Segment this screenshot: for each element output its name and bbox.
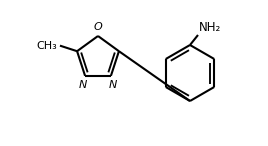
Text: N: N — [109, 80, 117, 90]
Text: O: O — [94, 22, 102, 32]
Text: NH₂: NH₂ — [199, 21, 221, 34]
Text: CH₃: CH₃ — [36, 41, 57, 51]
Text: N: N — [79, 80, 87, 90]
